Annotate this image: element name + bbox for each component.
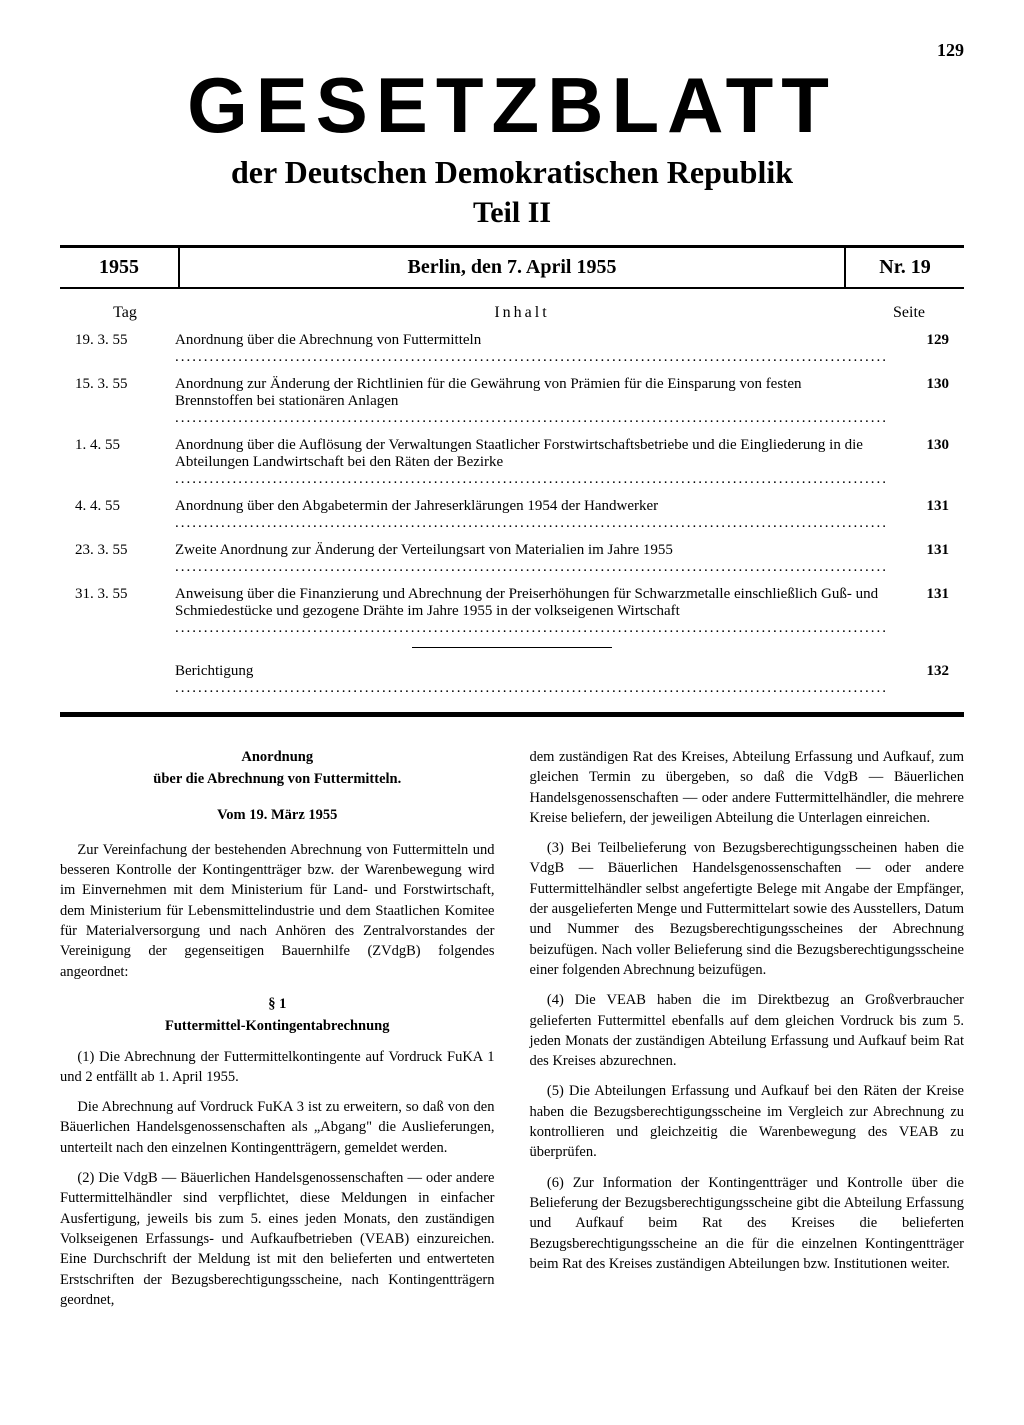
- toc-header: Tag Inhalt Seite: [60, 304, 964, 322]
- header-bar: 1955 Berlin, den 7. April 1955 Nr. 19: [60, 245, 964, 289]
- body-column-right: dem zuständigen Rat des Kreises, Abteilu…: [530, 747, 965, 1320]
- page-number: 129: [60, 40, 964, 61]
- thick-rule: [60, 712, 964, 717]
- toc-dots: [175, 410, 889, 426]
- preamble: Zur Vereinfachung der bestehenden Abrech…: [60, 840, 495, 982]
- toc-title: Anordnung zur Änderung der Richtlinien f…: [175, 376, 889, 427]
- section-1-num: § 1: [60, 994, 495, 1014]
- toc-title-text: Anordnung über die Auflösung der Verwalt…: [175, 437, 863, 470]
- header-place-date: Berlin, den 7. April 1955: [180, 248, 844, 287]
- section-1-title: Futtermittel-Kontingentabrechnung: [60, 1016, 495, 1036]
- toc-row: 4. 4. 55Anordnung über den Abgabetermin …: [60, 498, 964, 532]
- toc-date: 23. 3. 55: [75, 542, 175, 559]
- ordinance-subtitle: über die Abrechnung von Futtermitteln.: [60, 769, 495, 789]
- toc-dots: [175, 471, 889, 487]
- toc-title-text: Zweite Anordnung zur Änderung der Vertei…: [175, 542, 673, 558]
- para-6: (6) Zur Information der Kontingentträger…: [530, 1173, 965, 1274]
- toc-page: 129: [889, 332, 949, 349]
- toc-row: 23. 3. 55Zweite Anordnung zur Änderung d…: [60, 542, 964, 576]
- toc-title: Anweisung über die Finanzierung und Abre…: [175, 586, 889, 637]
- toc-row: 31. 3. 55Anweisung über die Finanzierung…: [60, 586, 964, 637]
- toc-title: Anordnung über die Abrechnung von Futter…: [175, 332, 889, 366]
- toc-title: Anordnung über die Auflösung der Verwalt…: [175, 437, 889, 488]
- toc-title-text: Anordnung über den Abgabetermin der Jahr…: [175, 498, 658, 514]
- para-2: (2) Die VdgB — Bäuerlichen Handelsgenoss…: [60, 1168, 495, 1310]
- part-label: Teil II: [60, 196, 964, 230]
- toc-title-text: Anordnung zur Änderung der Richtlinien f…: [175, 376, 802, 409]
- toc-date: 31. 3. 55: [75, 586, 175, 603]
- para-1b: Die Abrechnung auf Vordruck FuKA 3 ist z…: [60, 1097, 495, 1158]
- ordinance-title: Anordnung: [60, 747, 495, 767]
- toc-date: 19. 3. 55: [75, 332, 175, 349]
- header-issue: Nr. 19: [844, 248, 964, 287]
- toc-row: 15. 3. 55Anordnung zur Änderung der Rich…: [60, 376, 964, 427]
- toc-correction-row: Berichtigung 132: [60, 663, 964, 697]
- toc-title-text: Anweisung über die Finanzierung und Abre…: [175, 586, 878, 619]
- toc-dots: [175, 515, 889, 531]
- toc-divider: [412, 647, 612, 648]
- toc-dots: [175, 349, 889, 365]
- ordinance-date: Vom 19. März 1955: [60, 805, 495, 825]
- toc-row: 1. 4. 55Anordnung über die Auflösung der…: [60, 437, 964, 488]
- toc-page: 131: [889, 498, 949, 515]
- subtitle: der Deutschen Demokratischen Republik: [60, 154, 964, 191]
- toc-title: Berichtigung: [175, 663, 889, 697]
- body-column-left: Anordnung über die Abrechnung von Futter…: [60, 747, 495, 1320]
- toc-page: 130: [889, 376, 949, 393]
- toc-dots: [175, 559, 889, 575]
- toc-title: Anordnung über den Abgabetermin der Jahr…: [175, 498, 889, 532]
- para-3: (3) Bei Teilbelieferung von Bezugsberech…: [530, 838, 965, 980]
- toc-date: 15. 3. 55: [75, 376, 175, 393]
- toc-page: 131: [889, 542, 949, 559]
- toc-dots: [175, 680, 889, 696]
- toc-page: 132: [889, 663, 949, 680]
- toc-date: 4. 4. 55: [75, 498, 175, 515]
- para-5: (5) Die Abteilungen Erfassung und Aufkau…: [530, 1081, 965, 1162]
- toc-dots: [175, 620, 889, 636]
- toc-header-page: Seite: [869, 304, 949, 322]
- toc-date: 1. 4. 55: [75, 437, 175, 454]
- toc-page: 131: [889, 586, 949, 603]
- toc-container: 19. 3. 55Anordnung über die Abrechnung v…: [60, 332, 964, 637]
- toc-row: 19. 3. 55Anordnung über die Abrechnung v…: [60, 332, 964, 366]
- toc-header-title: Inhalt: [175, 304, 869, 322]
- toc-title-text: Berichtigung: [175, 663, 253, 679]
- para-4: (4) Die VEAB haben die im Direktbezug an…: [530, 990, 965, 1071]
- toc-title-text: Anordnung über die Abrechnung von Futter…: [175, 332, 481, 348]
- header-year: 1955: [60, 248, 180, 287]
- body-columns: Anordnung über die Abrechnung von Futter…: [60, 747, 964, 1320]
- main-title: GESETZBLATT: [60, 66, 964, 144]
- toc-page: 130: [889, 437, 949, 454]
- para-1: (1) Die Abrechnung der Futtermittelkonti…: [60, 1047, 495, 1088]
- toc-title: Zweite Anordnung zur Änderung der Vertei…: [175, 542, 889, 576]
- toc-header-date: Tag: [75, 304, 175, 322]
- para-2-continued: dem zuständigen Rat des Kreises, Abteilu…: [530, 747, 965, 828]
